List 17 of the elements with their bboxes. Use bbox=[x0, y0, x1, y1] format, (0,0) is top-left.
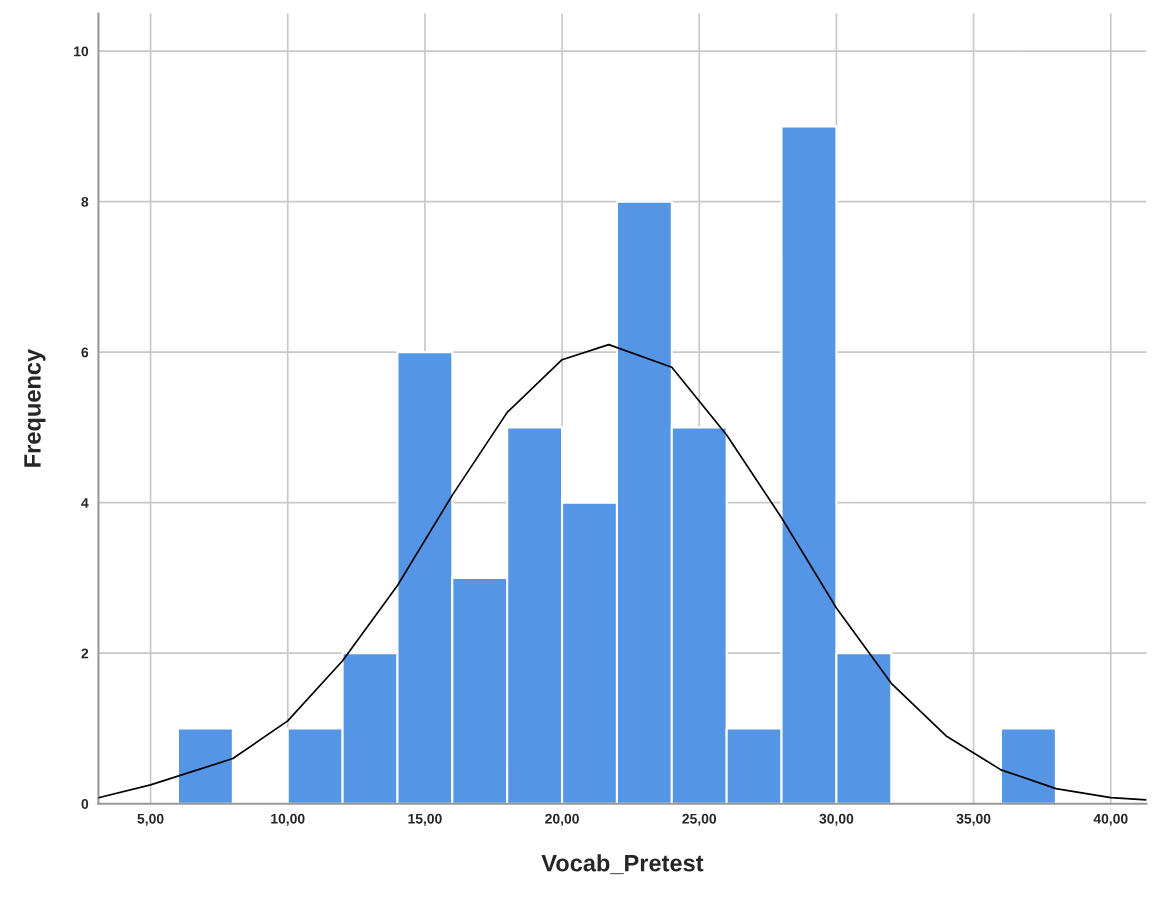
x-tick-label: 5,00 bbox=[137, 813, 164, 826]
y-tick-label: 2 bbox=[81, 648, 89, 659]
y-tick-label: 10 bbox=[74, 46, 89, 57]
x-tick-label: 10,00 bbox=[271, 813, 305, 826]
y-tick-label: 6 bbox=[81, 347, 89, 358]
x-tick-label: 35,00 bbox=[956, 813, 991, 826]
x-tick-label: 25,00 bbox=[682, 813, 717, 826]
x-tick-label: 15,00 bbox=[408, 813, 442, 826]
line-series bbox=[98, 343, 1147, 801]
x-axis-title: Vocab_Pretest bbox=[541, 854, 704, 875]
x-tick-label: 30,00 bbox=[819, 813, 854, 826]
x-tick-label: 20,00 bbox=[545, 813, 579, 826]
y-tick-label: 0 bbox=[81, 799, 89, 809]
y-tick-label: 4 bbox=[81, 498, 89, 508]
y-axis-title: Frequency bbox=[24, 349, 46, 467]
x-tick-label: 40,00 bbox=[1093, 813, 1128, 826]
y-tick-label: 8 bbox=[81, 196, 89, 207]
